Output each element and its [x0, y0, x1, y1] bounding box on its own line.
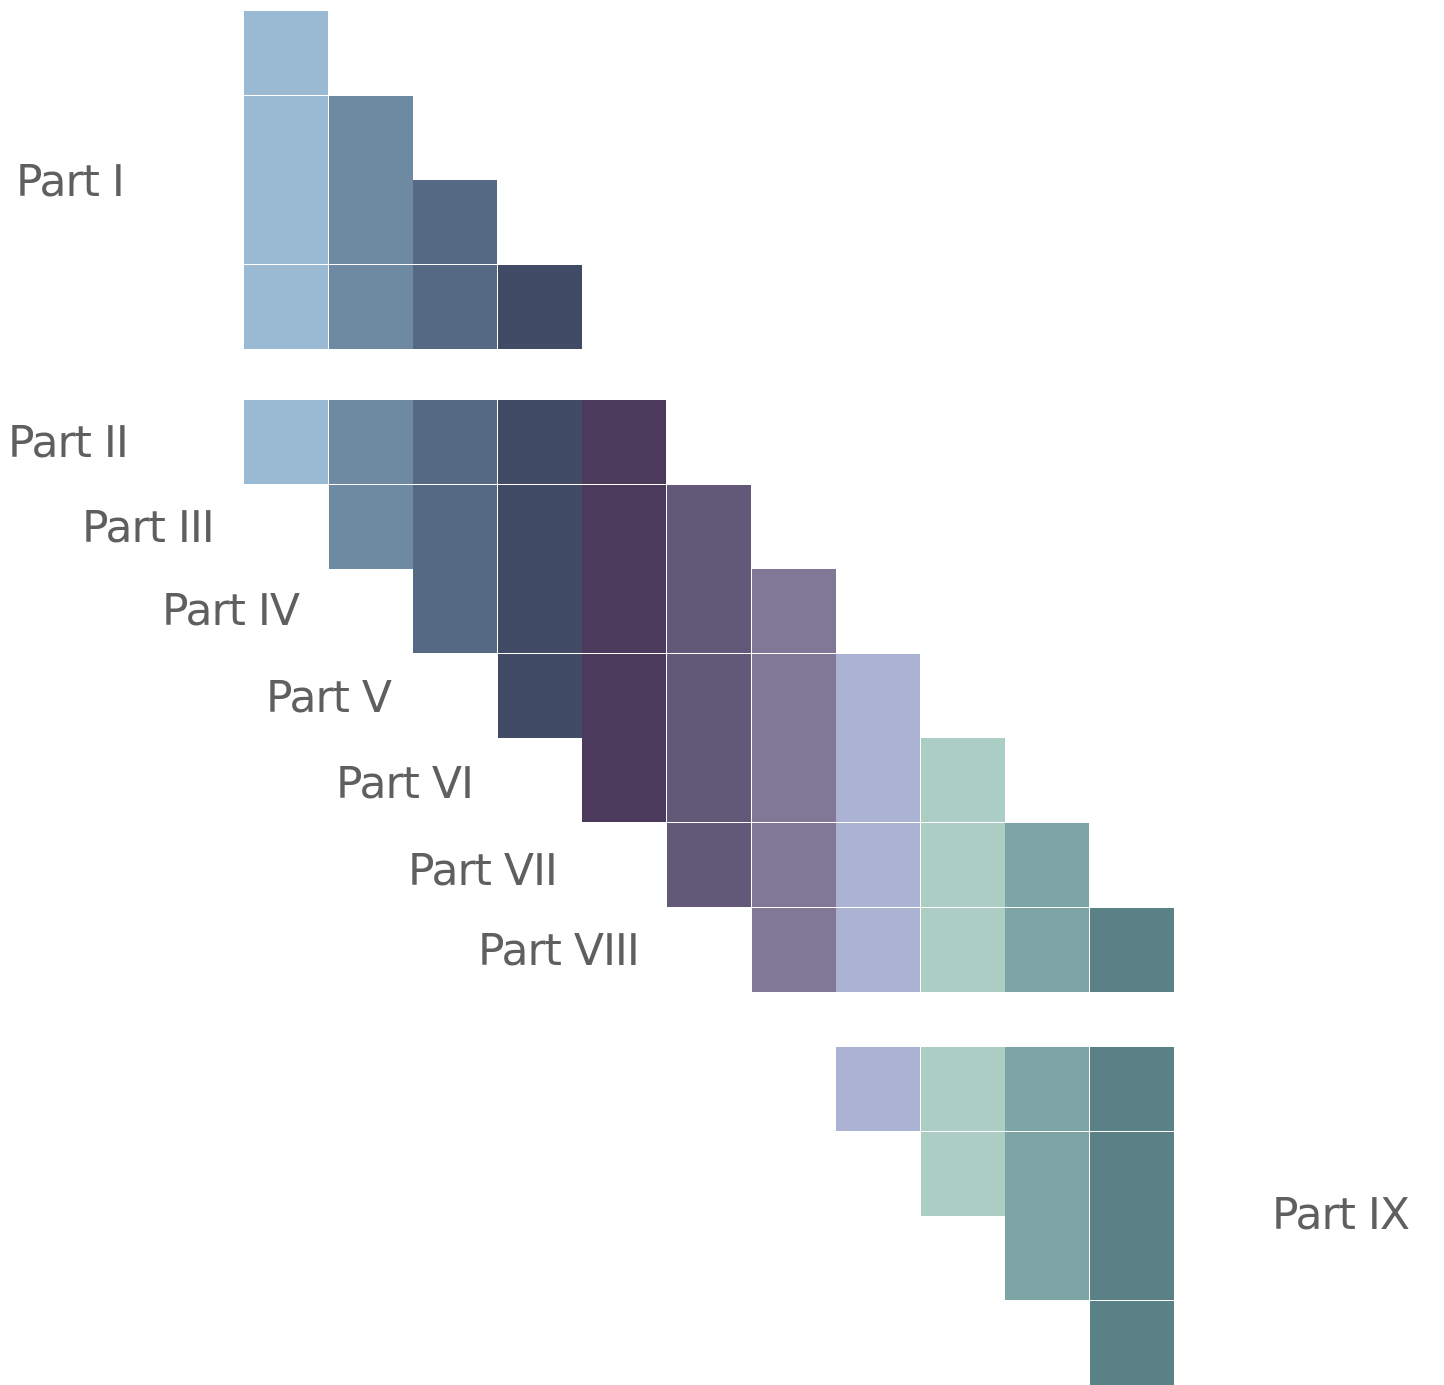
matrix-cell [497, 653, 582, 738]
matrix-cell [836, 907, 921, 992]
matrix-cell [413, 569, 498, 654]
matrix-cell [582, 569, 667, 654]
matrix-cell [920, 907, 1005, 992]
matrix-cell [244, 11, 328, 95]
matrix-cell [751, 907, 836, 992]
matrix-cell [920, 738, 1005, 823]
part-5-label: Part V [266, 672, 392, 723]
matrix-cell [497, 569, 582, 654]
matrix-cell [920, 1131, 1005, 1216]
matrix-cell [244, 400, 328, 484]
matrix-cell [582, 484, 667, 569]
matrix-cell [244, 180, 328, 265]
matrix-cell [1005, 1131, 1090, 1216]
matrix-cell [582, 400, 667, 484]
matrix-cell [1090, 1216, 1174, 1301]
matrix-cell [751, 738, 836, 823]
matrix-cell [1090, 1300, 1174, 1385]
matrix-cell [328, 484, 413, 569]
matrix-cell [244, 264, 328, 349]
matrix-cell [413, 180, 498, 265]
matrix-cell [1090, 1131, 1174, 1216]
part-6-label: Part VI [336, 758, 474, 809]
matrix-cell [836, 738, 921, 823]
matrix-cell [582, 653, 667, 738]
matrix-cell [1090, 907, 1174, 992]
matrix-cell [1005, 1216, 1090, 1301]
matrix-cell [751, 569, 836, 654]
matrix-cell [497, 400, 582, 484]
part-9-label: Part IX [1272, 1189, 1410, 1240]
matrix-cell [497, 484, 582, 569]
matrix-cell [667, 738, 751, 823]
part-8-label: Part VIII [478, 925, 640, 976]
matrix-cell [751, 653, 836, 738]
matrix-cell [1005, 907, 1090, 992]
matrix-cell [328, 400, 413, 484]
matrix-cell [328, 180, 413, 265]
matrix-cell [328, 95, 413, 180]
part-4-label: Part IV [162, 585, 300, 636]
matrix-cell [836, 653, 921, 738]
matrix-cell [328, 264, 413, 349]
part-2-label: Part II [8, 417, 129, 468]
matrix-cell [413, 400, 498, 484]
matrix-cell [667, 823, 751, 907]
matrix-cell [582, 738, 667, 823]
matrix-cell [1005, 1047, 1090, 1131]
matrix-cell [667, 569, 751, 654]
matrix-cell [667, 484, 751, 569]
matrix-cell [413, 264, 498, 349]
matrix-cell [836, 823, 921, 907]
matrix-cell [751, 823, 836, 907]
matrix-cell [1005, 823, 1090, 907]
matrix-cell [920, 1047, 1005, 1131]
part-1-label: Part I [16, 156, 125, 207]
matrix-cell [920, 823, 1005, 907]
part-3-label: Part III [82, 502, 215, 553]
matrix-cell [667, 653, 751, 738]
matrix-cell [1090, 1047, 1174, 1131]
matrix-cell [836, 1047, 921, 1131]
matrix-cell [413, 484, 498, 569]
matrix-cell [244, 95, 328, 180]
part-7-label: Part VII [408, 845, 558, 896]
matrix-cell [497, 264, 582, 349]
